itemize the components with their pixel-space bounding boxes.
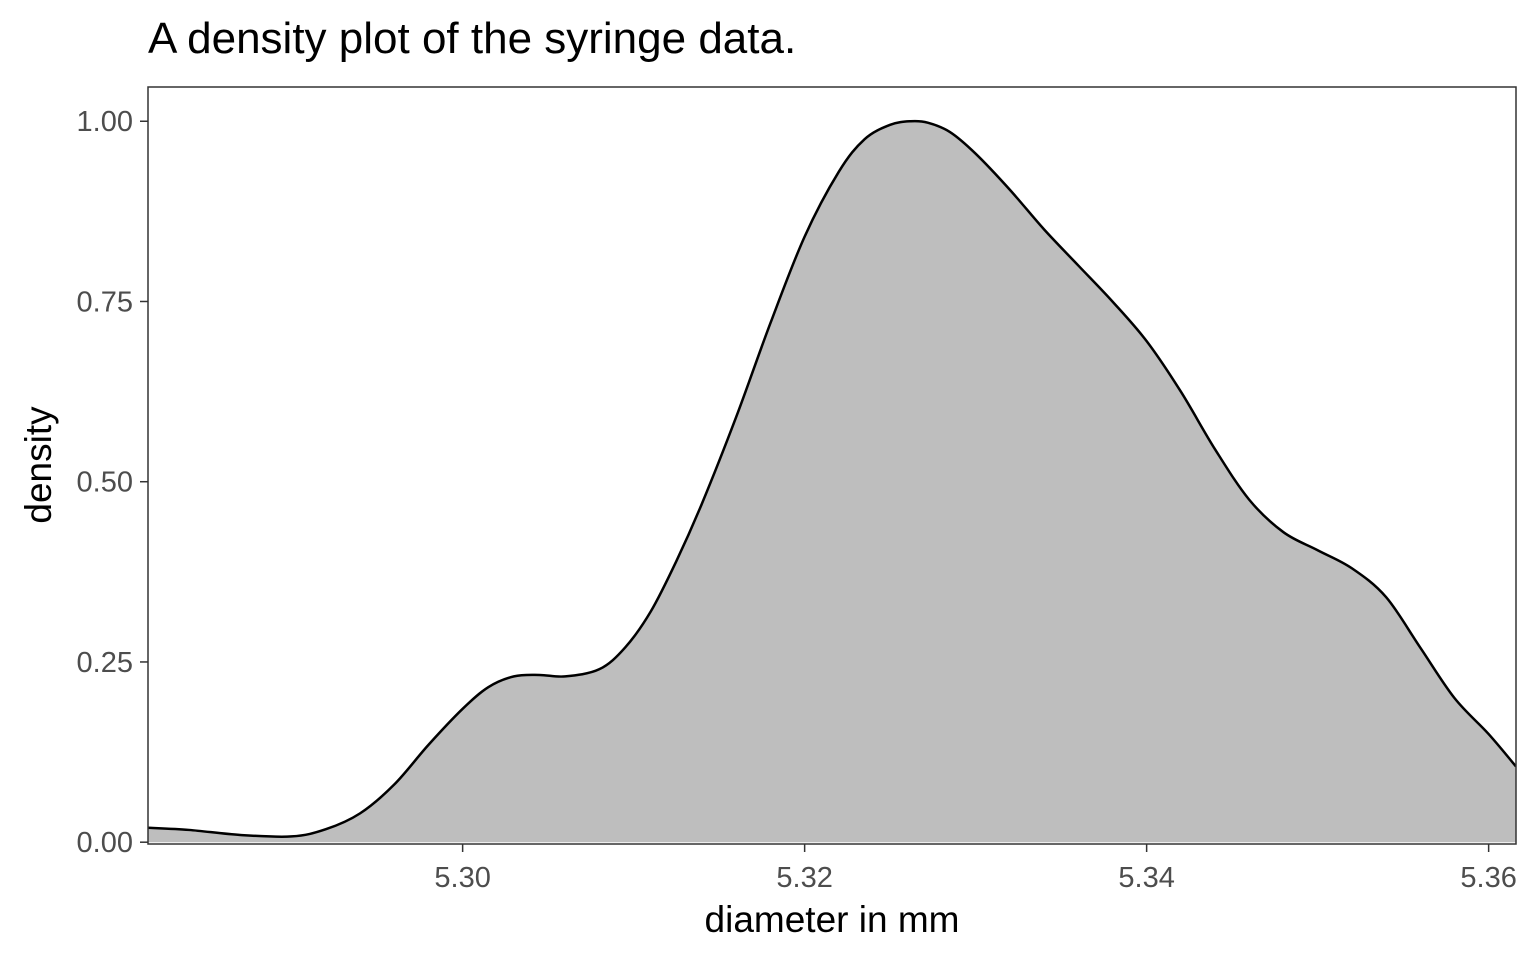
y-tick-label: 0.50 — [77, 467, 133, 499]
y-tick-label: 0.00 — [77, 827, 133, 859]
x-axis: 5.30 5.32 5.34 5.36 — [434, 844, 1517, 894]
y-tick-label: 0.25 — [77, 647, 133, 679]
density-line — [148, 119, 1516, 839]
x-tick-label: 5.30 — [434, 862, 490, 894]
x-tick-label: 5.34 — [1118, 862, 1174, 894]
y-tick-label: 1.00 — [77, 106, 133, 138]
x-tick-label: 5.32 — [776, 862, 832, 894]
plot-panel-border — [147, 86, 1517, 845]
density-area — [148, 121, 1516, 843]
y-axis: 0.00 0.25 0.50 0.75 1.00 — [77, 106, 148, 859]
chart-title: A density plot of the syringe data. — [148, 14, 797, 63]
y-axis-title: density — [18, 406, 59, 524]
x-tick-label: 5.36 — [1460, 862, 1516, 894]
y-tick-label: 0.75 — [77, 286, 133, 318]
x-axis-title: diameter in mm — [705, 899, 960, 940]
